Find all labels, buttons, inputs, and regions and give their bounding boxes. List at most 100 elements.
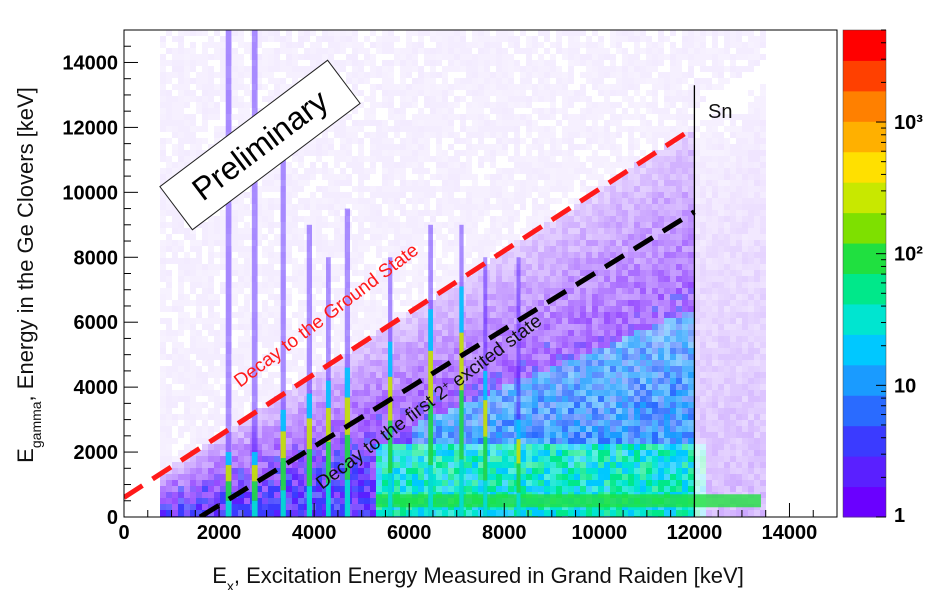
heat-cell xyxy=(436,60,442,66)
heat-cell xyxy=(172,390,178,396)
heat-cell xyxy=(196,54,202,60)
heat-cell xyxy=(556,318,562,324)
heat-cell xyxy=(208,228,214,234)
heat-cell xyxy=(196,432,202,438)
heat-cell xyxy=(412,462,418,468)
heat-cell xyxy=(322,318,328,324)
heat-cell xyxy=(160,246,166,252)
heat-cell xyxy=(454,174,460,180)
heat-cell xyxy=(202,108,208,114)
heat-cell xyxy=(436,378,442,384)
heat-cell xyxy=(352,450,358,456)
heat-cell xyxy=(250,246,256,252)
heat-cell xyxy=(496,228,502,234)
heat-cell xyxy=(340,246,346,252)
heat-cell xyxy=(562,384,568,390)
heat-cell xyxy=(214,450,220,456)
heat-cell xyxy=(406,426,412,432)
heat-cell xyxy=(298,306,304,312)
heat-cell xyxy=(298,72,304,78)
heat-cell xyxy=(556,30,562,36)
heat-cell xyxy=(376,450,382,456)
heat-cell xyxy=(508,180,514,186)
heat-cell xyxy=(532,144,538,150)
heat-cell xyxy=(454,336,460,342)
heat-cell xyxy=(580,180,586,186)
heat-cell xyxy=(262,450,268,456)
heat-cell xyxy=(184,354,190,360)
heat-cell xyxy=(244,228,250,234)
heat-cell xyxy=(382,468,388,474)
heat-cell xyxy=(574,132,580,138)
heat-cell xyxy=(562,414,568,420)
heat-cell xyxy=(472,510,478,516)
heat-cell xyxy=(310,342,316,348)
heat-cell xyxy=(412,144,418,150)
heat-cell xyxy=(418,228,424,234)
heat-cell xyxy=(232,468,238,474)
heat-cell xyxy=(172,72,178,78)
heat-cell xyxy=(202,54,208,60)
heat-cell xyxy=(472,450,478,456)
heat-cell xyxy=(544,432,550,438)
heat-cell xyxy=(316,372,322,378)
heat-cell xyxy=(334,498,340,504)
heat-cell xyxy=(322,420,328,426)
heat-cell xyxy=(538,300,544,306)
heat-cell xyxy=(556,144,562,150)
heat-cell xyxy=(310,318,316,324)
heat-cell xyxy=(574,90,580,96)
heat-cell xyxy=(382,96,388,102)
heat-cell xyxy=(190,144,196,150)
heat-cell xyxy=(244,324,250,330)
heat-cell xyxy=(172,102,178,108)
heat-cell xyxy=(508,324,514,330)
heat-cell xyxy=(352,360,358,366)
heat-cell xyxy=(502,252,508,258)
heat-cell xyxy=(460,48,466,54)
heat-cell xyxy=(544,480,550,486)
heat-cell xyxy=(334,174,340,180)
heat-cell xyxy=(568,42,574,48)
heat-cell xyxy=(196,138,202,144)
heat-cell xyxy=(280,48,286,54)
heat-cell xyxy=(298,468,304,474)
heat-cell xyxy=(346,132,352,138)
heat-cell xyxy=(574,96,580,102)
heat-cell xyxy=(514,66,520,72)
heat-cell xyxy=(568,60,574,66)
heat-cell xyxy=(328,288,334,294)
heat-cell xyxy=(388,126,394,132)
heat-cell xyxy=(580,384,586,390)
heat-cell xyxy=(430,228,436,234)
heat-cell xyxy=(430,300,436,306)
heat-cell xyxy=(550,114,556,120)
heat-cell xyxy=(496,132,502,138)
heat-cell xyxy=(280,396,286,402)
heat-cell xyxy=(268,270,274,276)
heat-cell xyxy=(502,144,508,150)
heat-cell xyxy=(244,204,250,210)
heat-cell xyxy=(334,150,340,156)
heat-cell xyxy=(382,60,388,66)
heat-cell xyxy=(502,198,508,204)
heat-cell xyxy=(196,408,202,414)
heat-cell xyxy=(352,240,358,246)
heat-cell xyxy=(580,132,586,138)
heat-cell xyxy=(244,480,250,486)
heat-cell xyxy=(190,258,196,264)
heat-cell xyxy=(538,450,544,456)
heat-cell xyxy=(484,294,490,300)
heat-cell xyxy=(526,126,532,132)
heat-cell xyxy=(286,480,292,486)
heat-cell xyxy=(532,372,538,378)
heat-cell xyxy=(406,48,412,54)
heat-cell xyxy=(190,402,196,408)
heat-cell xyxy=(286,498,292,504)
heat-cell xyxy=(202,60,208,66)
heat-cell xyxy=(478,450,484,456)
heat-cell xyxy=(574,234,580,240)
heat-cell xyxy=(322,216,328,222)
heat-cell xyxy=(442,366,448,372)
heat-cell xyxy=(394,192,400,198)
